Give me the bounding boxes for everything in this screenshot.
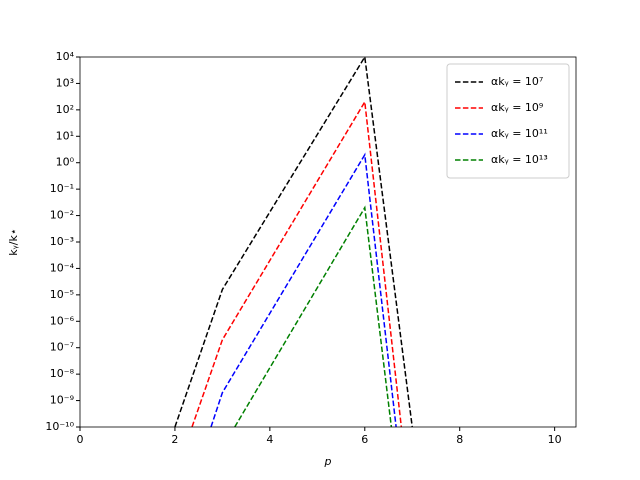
legend-label: αkᵧ = 10⁹ [491,101,543,114]
y-tick-label: 10² [56,103,74,116]
y-tick-label: 10¹ [56,129,74,142]
y-tick-label: 10⁻¹⁰ [45,420,74,433]
x-axis-label: p [324,455,332,468]
y-tick-label: 10⁻⁷ [50,341,74,354]
y-tick-label: 10⁻⁸ [50,367,75,380]
y-tick-label: 10⁻⁹ [50,394,74,407]
plot-frame [79,56,577,428]
x-tick-label: 6 [361,433,368,446]
y-tick-label: 10³ [56,76,74,89]
y-tick-label: 10⁻¹ [50,182,74,195]
legend-box [446,63,570,179]
y-tick-label: 10⁻² [50,209,74,222]
series-line [191,99,403,427]
x-tick-label: 0 [77,433,84,446]
series-line [174,57,413,427]
series-line [210,152,397,427]
x-tick-label: 2 [171,433,178,446]
y-tick-label: 10⁻³ [50,235,74,248]
y-tick-label: 10⁻⁵ [50,288,74,301]
legend-label: αkᵧ = 10¹³ [491,153,548,166]
x-tick-label: 10 [548,433,562,446]
x-tick-label: 8 [456,433,463,446]
series-line [234,205,393,427]
y-tick-label: 10⁻⁶ [50,314,75,327]
y-axis-label: kᵧ/k⋆ [7,228,20,255]
x-tick-label: 4 [266,433,273,446]
y-tick-label: 10⁴ [56,50,75,63]
y-tick-label: 10⁰ [56,156,75,169]
legend-label: αkᵧ = 10¹¹ [491,127,548,140]
legend-label: αkᵧ = 10⁷ [491,75,543,88]
y-tick-label: 10⁻⁴ [50,261,75,274]
